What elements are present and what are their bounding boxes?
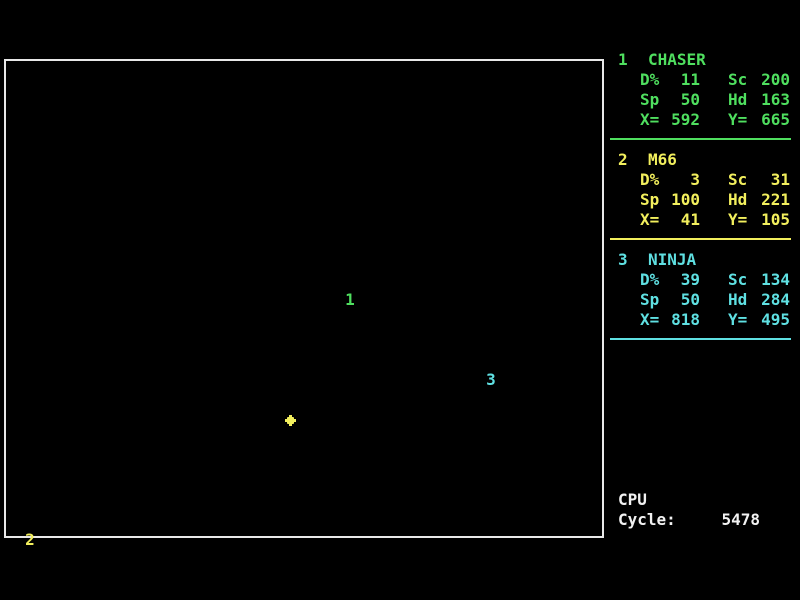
speed-value: 50 bbox=[680, 90, 700, 109]
robot-stats-row: Sp 50 Hd 284 bbox=[610, 290, 791, 310]
cpu-cycle-row: Cycle: 5478 bbox=[610, 510, 791, 530]
robot-marker-3: 3 bbox=[486, 370, 496, 389]
robot-name: NINJA bbox=[648, 250, 697, 269]
robot-name: M66 bbox=[648, 150, 677, 169]
robot-number: 3 bbox=[618, 250, 628, 269]
robot-header: 3 NINJA bbox=[610, 250, 791, 270]
cpu-cycle-label: Cycle: bbox=[618, 510, 676, 529]
heading-value: 163 bbox=[761, 90, 790, 109]
speed-value: 100 bbox=[671, 190, 700, 209]
y-value: 105 bbox=[761, 210, 790, 229]
robot-number: 1 bbox=[618, 50, 628, 69]
y-label: Y= bbox=[728, 110, 748, 129]
robot-stats-row: D% 11 Sc 200 bbox=[610, 70, 791, 90]
damage-value: 39 bbox=[680, 270, 700, 289]
robot-name: CHASER bbox=[648, 50, 706, 69]
robot-marker-2: 2 bbox=[25, 530, 35, 549]
heading-value: 284 bbox=[761, 290, 790, 309]
x-label: X= bbox=[640, 210, 660, 229]
damage-label: D% bbox=[640, 170, 660, 189]
heading-value: 221 bbox=[761, 190, 790, 209]
robot-marker-1: 1 bbox=[345, 290, 355, 309]
y-value: 495 bbox=[761, 310, 790, 329]
robot-stats-row: X= 592 Y= 665 bbox=[610, 110, 791, 130]
robot-stats-row: X= 818 Y= 495 bbox=[610, 310, 791, 330]
speed-value: 50 bbox=[680, 290, 700, 309]
scan-value: 134 bbox=[761, 270, 790, 289]
separator bbox=[610, 138, 791, 140]
robot-number: 2 bbox=[618, 150, 628, 169]
damage-value: 3 bbox=[690, 170, 700, 189]
robot-status-m66: 2 M66 D% 3 Sc 31 Sp 100 Hd 221 X= 41 Y= … bbox=[610, 150, 791, 250]
separator bbox=[610, 238, 791, 240]
x-value: 41 bbox=[680, 210, 700, 229]
robot-stats-row: D% 39 Sc 134 bbox=[610, 270, 791, 290]
y-label: Y= bbox=[728, 310, 748, 329]
x-label: X= bbox=[640, 310, 660, 329]
scan-value: 31 bbox=[770, 170, 790, 189]
damage-label: D% bbox=[640, 70, 660, 89]
missile-burst-core bbox=[287, 417, 294, 424]
scan-label: Sc bbox=[728, 170, 748, 189]
heading-label: Hd bbox=[728, 290, 748, 309]
robot-status-ninja: 3 NINJA D% 39 Sc 134 Sp 50 Hd 284 X= 818… bbox=[610, 250, 791, 350]
y-value: 665 bbox=[761, 110, 790, 129]
heading-label: Hd bbox=[728, 190, 748, 209]
robot-header: 1 CHASER bbox=[610, 50, 791, 70]
cpu-counter: CPU Cycle: 5478 bbox=[610, 490, 791, 530]
scan-label: Sc bbox=[728, 70, 748, 89]
robot-status-chaser: 1 CHASER D% 11 Sc 200 Sp 50 Hd 163 X= 59… bbox=[610, 50, 791, 150]
scan-value: 200 bbox=[761, 70, 790, 89]
damage-value: 11 bbox=[680, 70, 700, 89]
robot-stats-row: Sp 50 Hd 163 bbox=[610, 90, 791, 110]
speed-label: Sp bbox=[640, 90, 660, 109]
y-label: Y= bbox=[728, 210, 748, 229]
damage-label: D% bbox=[640, 270, 660, 289]
x-value: 592 bbox=[671, 110, 700, 129]
speed-label: Sp bbox=[640, 290, 660, 309]
robot-stats-row: X= 41 Y= 105 bbox=[610, 210, 791, 230]
cpu-title: CPU bbox=[618, 490, 647, 509]
robot-header: 2 M66 bbox=[610, 150, 791, 170]
x-label: X= bbox=[640, 110, 660, 129]
speed-label: Sp bbox=[640, 190, 660, 209]
robot-stats-row: Sp 100 Hd 221 bbox=[610, 190, 791, 210]
cpu-cycle-value: 5478 bbox=[721, 510, 760, 529]
status-panel: 1 CHASER D% 11 Sc 200 Sp 50 Hd 163 X= 59… bbox=[610, 50, 791, 350]
separator bbox=[610, 338, 791, 340]
x-value: 818 bbox=[671, 310, 700, 329]
missile-burst-icon bbox=[285, 415, 296, 426]
battlefield: 1 3 2 bbox=[4, 59, 604, 549]
robot-stats-row: D% 3 Sc 31 bbox=[610, 170, 791, 190]
heading-label: Hd bbox=[728, 90, 748, 109]
scan-label: Sc bbox=[728, 270, 748, 289]
